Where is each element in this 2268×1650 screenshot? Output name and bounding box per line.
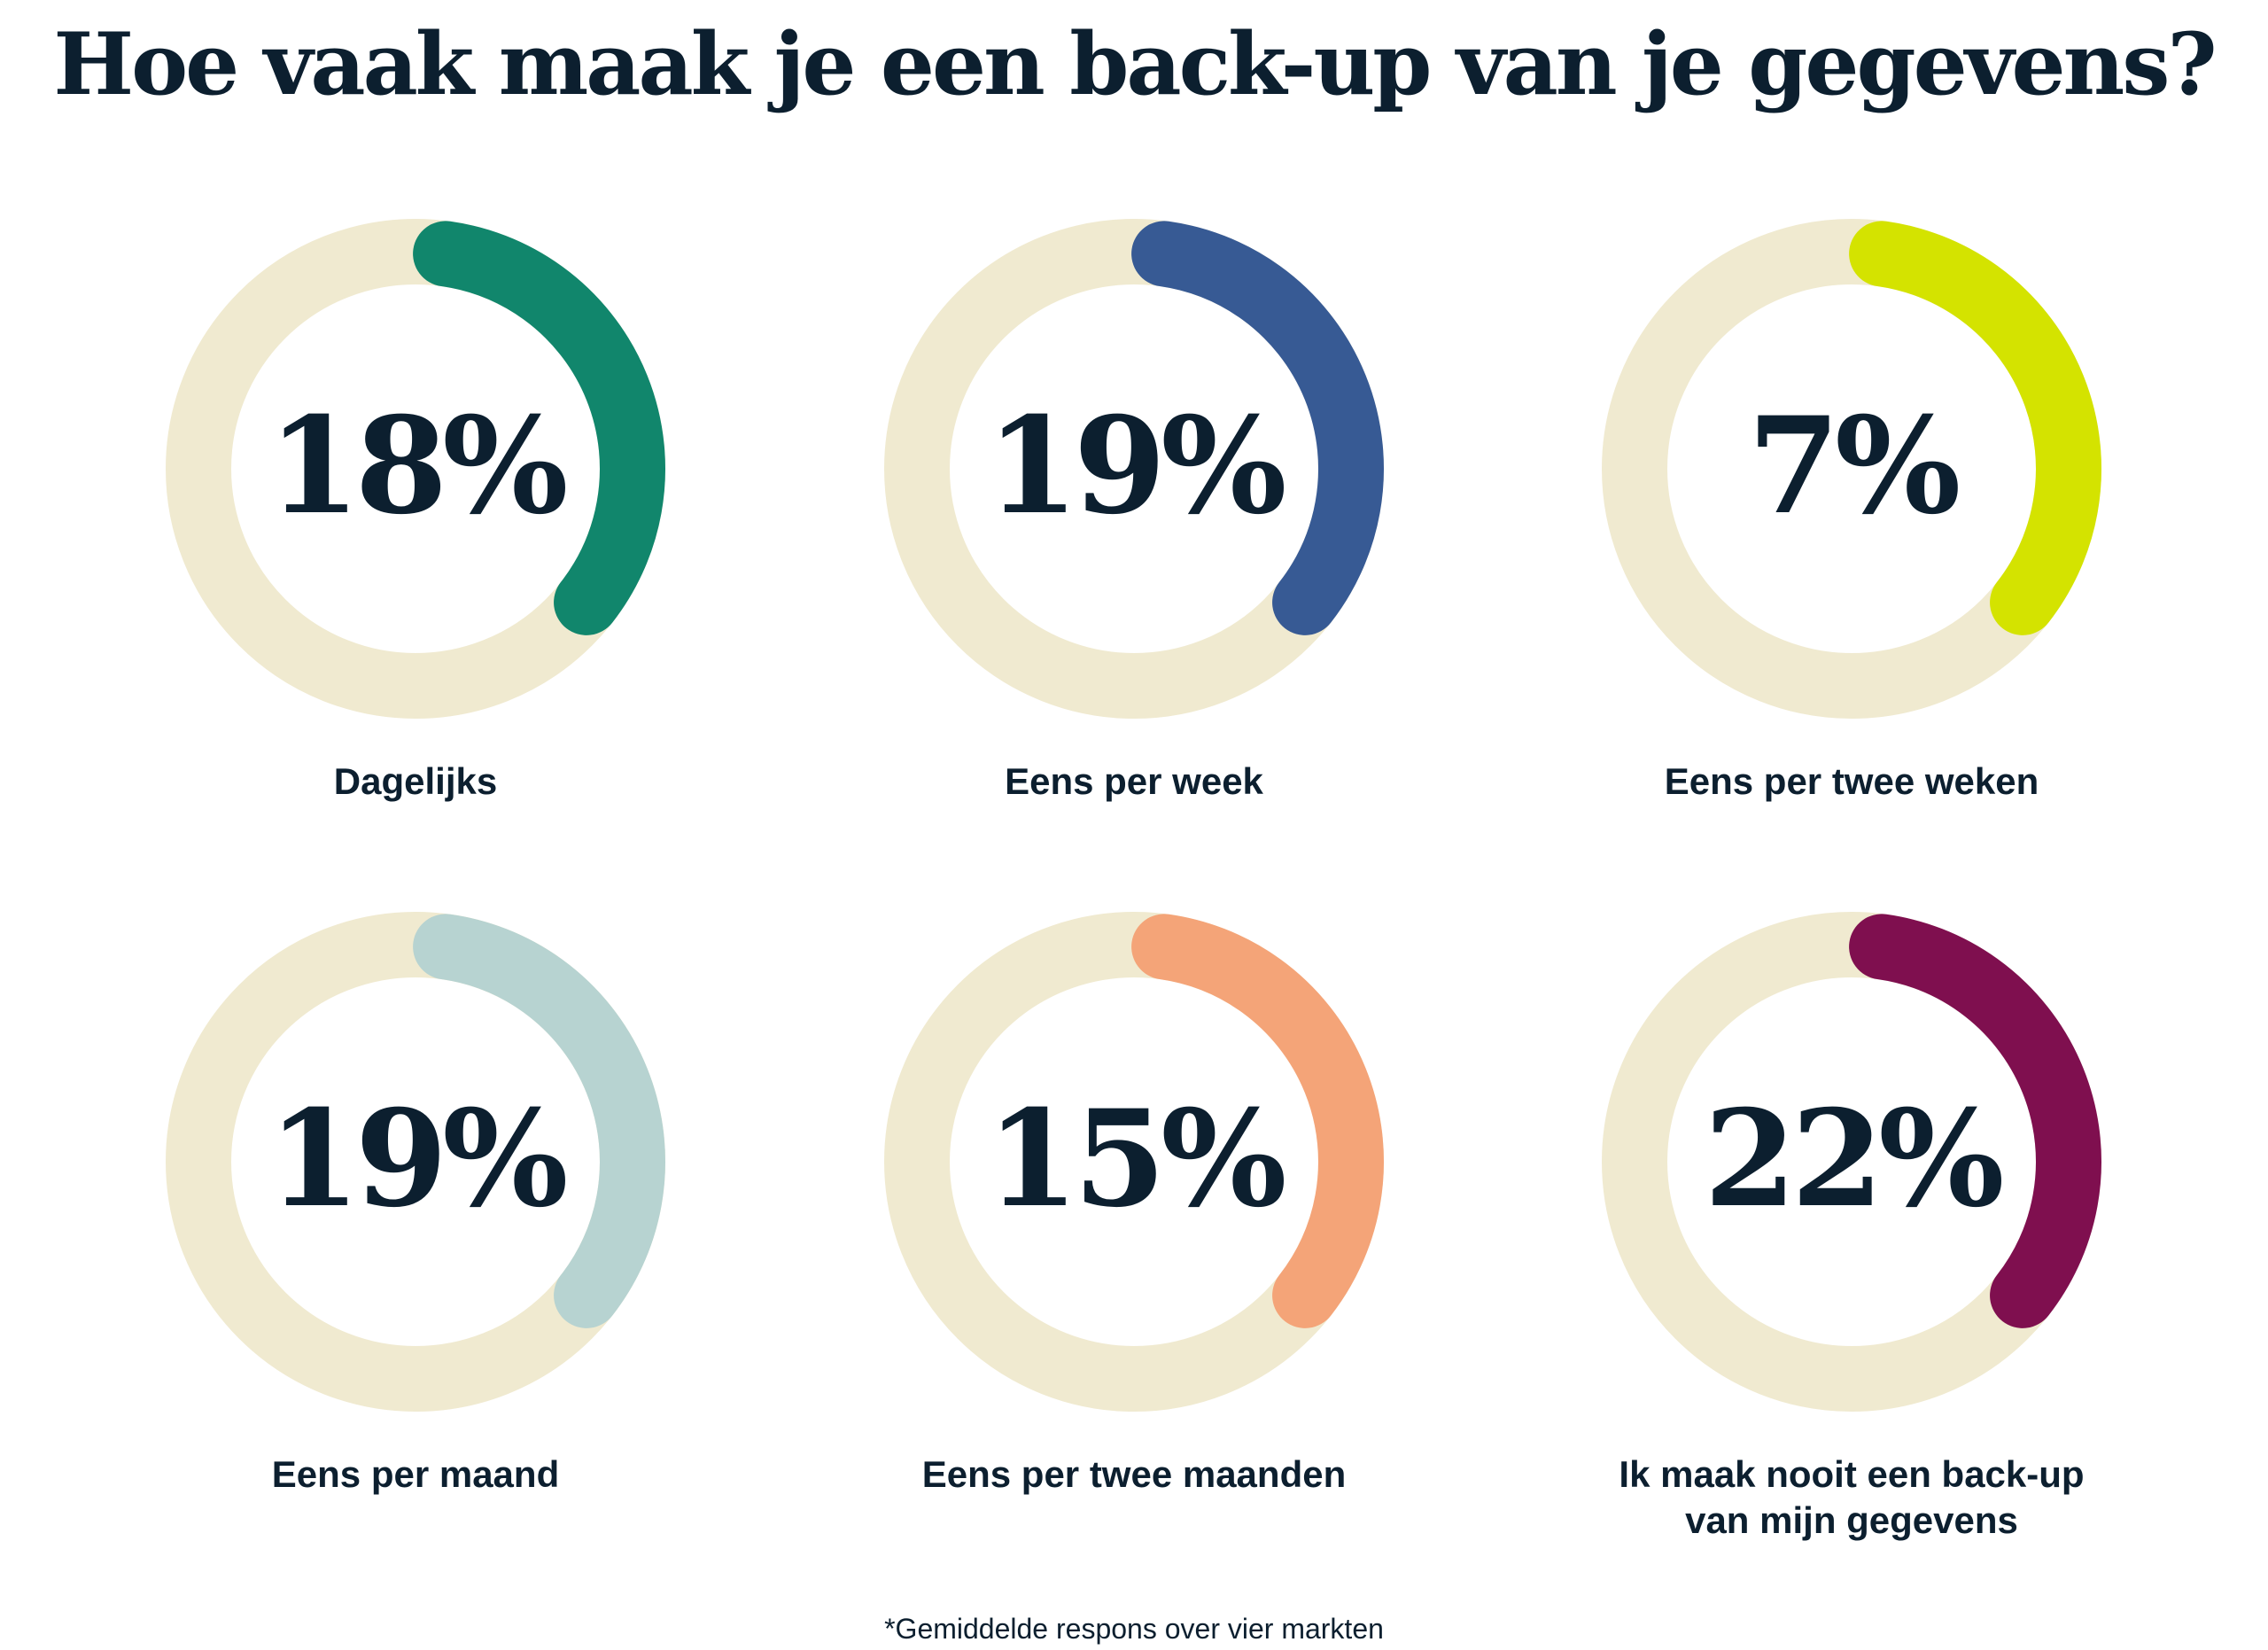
donut-1: 18% Dagelijks [61, 203, 770, 876]
donut-svg [1602, 219, 2101, 719]
donut-arc [413, 914, 665, 1328]
donut-arc [413, 221, 665, 635]
donut-svg [166, 912, 665, 1412]
donut-3: 7% Eens per twee weken [1497, 203, 2206, 876]
donut-value: 7% [1747, 388, 1961, 544]
donut-4: 19% Eens per maand [61, 896, 770, 1569]
donut-label: Eens per maand [271, 1453, 560, 1495]
donut-svg [1602, 912, 2101, 1412]
donut-value: 19% [268, 1081, 568, 1237]
donut-value: 15% [986, 1081, 1286, 1237]
donut-5: 15% Eens per twee maanden [780, 896, 1488, 1569]
donut-arc [1849, 221, 2101, 635]
footnote: *Gemiddelde respons over vier markten [884, 1613, 1384, 1645]
donut-label: Eens per week [1005, 760, 1263, 802]
donut-label: Eens per twee weken [1664, 760, 2039, 802]
donut-arc [1131, 221, 1384, 635]
donut-arc [1131, 914, 1384, 1328]
donut-value: 22% [1704, 1081, 2004, 1237]
donut-svg [166, 219, 665, 719]
donut-label: Dagelijks [333, 760, 498, 802]
donut-svg [884, 912, 1384, 1412]
donut-label: Eens per twee maanden [921, 1453, 1347, 1495]
donut-6: 22% Ik maak nooit een back-up van mijn ge… [1497, 896, 2206, 1569]
donut-label: Ik maak nooit een back-up van mijn gegev… [1619, 1453, 2085, 1541]
donut-value: 18% [268, 388, 568, 544]
donut-value: 19% [986, 388, 1286, 544]
donut-svg [884, 219, 1384, 719]
donut-arc [1849, 914, 2101, 1328]
page-title: Hoe vaak maak je een back-up van je gege… [53, 14, 2217, 114]
donut-2: 19% Eens per week [780, 203, 1488, 876]
